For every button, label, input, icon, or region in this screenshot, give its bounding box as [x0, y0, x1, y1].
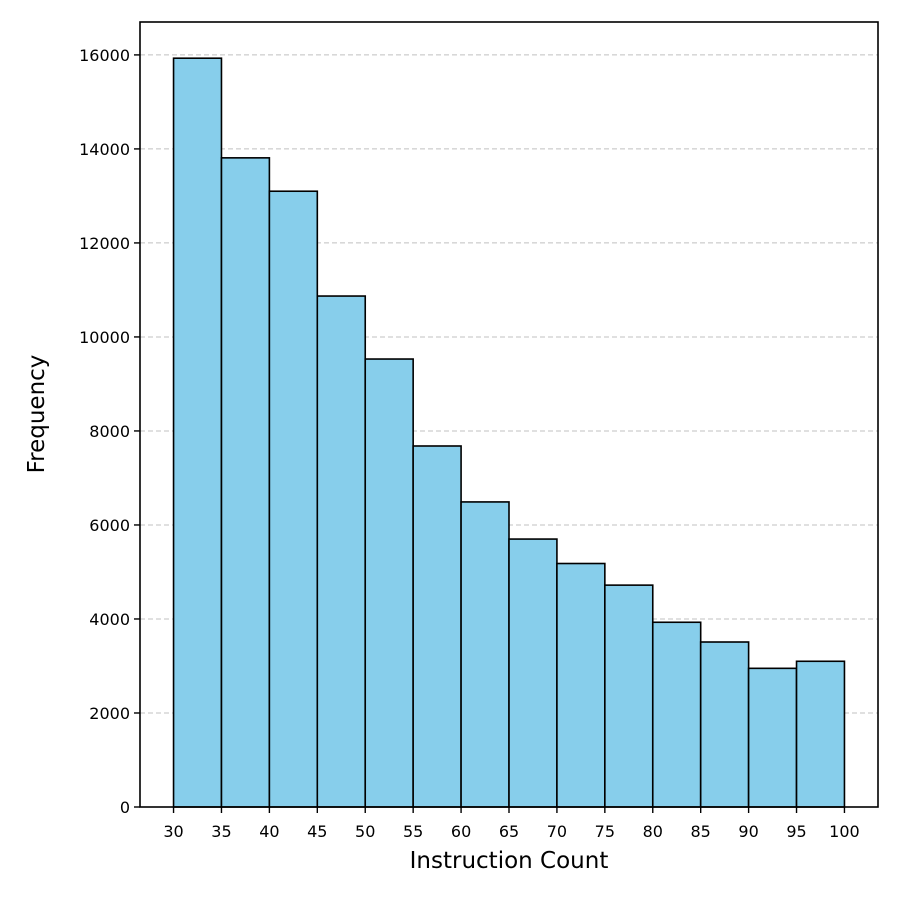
histogram-bar — [268, 190, 319, 808]
histogram-bar — [364, 358, 414, 808]
x-tick-label: 75 — [595, 822, 615, 841]
x-tick-label: 65 — [499, 822, 519, 841]
x-tick-label: 55 — [403, 822, 423, 841]
x-tick-label: 40 — [259, 822, 279, 841]
histogram-bar — [699, 641, 750, 808]
y-tick-label: 10000 — [79, 328, 130, 347]
y-axis-label: Frequency — [24, 355, 50, 474]
x-tick-label: 85 — [691, 822, 711, 841]
histogram-bar — [316, 295, 367, 808]
y-tick-label: 16000 — [79, 46, 130, 65]
histogram-bar — [747, 667, 798, 808]
histogram-bar — [460, 501, 510, 808]
y-axis-ticks: 0 2000 4000 6000 8000 10000 12000 14000 16000 — [79, 46, 140, 817]
x-axis-ticks: 30 35 40 45 50 55 60 65 70 75 80 85 90 95 100 — [163, 807, 860, 841]
histogram-bar — [651, 621, 702, 808]
y-tick-label: 2000 — [89, 704, 130, 723]
y-tick-label: 12000 — [79, 234, 130, 253]
x-tick-label: 95 — [786, 822, 806, 841]
x-tick-label: 80 — [643, 822, 663, 841]
x-tick-label: 60 — [451, 822, 471, 841]
y-tick-label: 14000 — [79, 140, 130, 159]
y-tick-label: 0 — [120, 798, 130, 817]
x-tick-label: 50 — [355, 822, 375, 841]
x-axis-label: Instruction Count — [410, 848, 609, 874]
histogram-bar — [604, 584, 654, 808]
histogram-bars — [172, 57, 846, 808]
histogram-bar — [412, 445, 462, 808]
histogram-bar — [220, 157, 271, 808]
x-tick-label: 30 — [163, 822, 183, 841]
histogram-bar — [795, 660, 846, 808]
y-tick-label: 8000 — [89, 422, 130, 441]
x-tick-label: 100 — [829, 822, 860, 841]
histogram-bar — [508, 538, 558, 808]
x-tick-label: 45 — [307, 822, 327, 841]
y-tick-label: 6000 — [89, 516, 130, 535]
x-tick-label: 35 — [211, 822, 231, 841]
x-tick-label: 70 — [547, 822, 567, 841]
y-tick-label: 4000 — [89, 610, 130, 629]
histogram-bar — [172, 57, 223, 808]
histogram-bar — [556, 562, 606, 808]
x-tick-label: 90 — [738, 822, 758, 841]
